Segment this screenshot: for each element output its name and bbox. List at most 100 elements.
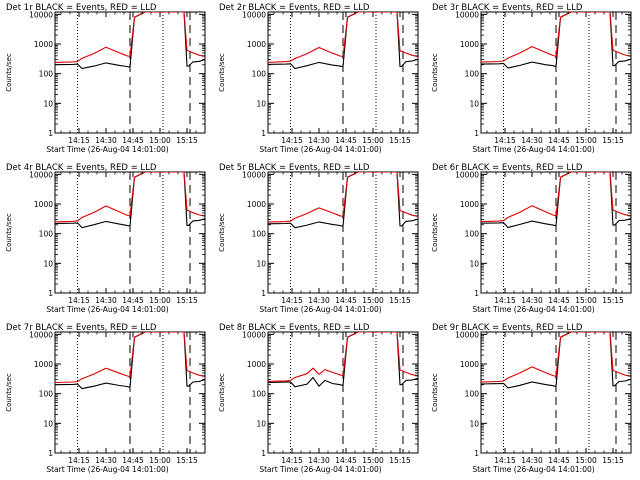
y-tick-label: 1 bbox=[48, 449, 53, 458]
x-tick-label: 15:15 bbox=[389, 456, 411, 465]
detector-panel-8: Det 8r BLACK = Events, RED = LLD Counts/s… bbox=[218, 323, 419, 474]
y-axis-label: Counts/sec bbox=[431, 53, 439, 92]
x-tick-label: 14:45 bbox=[548, 296, 570, 305]
y-tick-label: 1 bbox=[474, 449, 479, 458]
y-tick-label: 10000 bbox=[455, 330, 479, 339]
x-tick-label: 15:15 bbox=[602, 296, 624, 305]
plot-area bbox=[481, 172, 631, 293]
series-line-lld bbox=[55, 332, 205, 384]
x-tick-label: 14:15 bbox=[494, 456, 516, 465]
x-tick-label: 14:45 bbox=[122, 136, 144, 145]
y-tick-label: 10 bbox=[43, 259, 53, 268]
y-tick-label: 1 bbox=[474, 129, 479, 138]
x-tick-label: 15:15 bbox=[389, 296, 411, 305]
x-tick-label: 15:00 bbox=[149, 296, 171, 305]
x-tick-label: 14:45 bbox=[335, 456, 357, 465]
panel-title: Det 4r BLACK = Events, RED = LLD bbox=[6, 163, 157, 173]
y-tick-label: 100 bbox=[39, 390, 54, 399]
panel-title: Det 5r BLACK = Events, RED = LLD bbox=[219, 163, 370, 173]
y-tick-label: 1 bbox=[261, 129, 266, 138]
x-tick-label: 14:15 bbox=[494, 136, 516, 145]
x-tick-label: 15:00 bbox=[575, 296, 597, 305]
y-tick-label: 10 bbox=[256, 259, 266, 268]
y-tick-label: 10 bbox=[256, 419, 266, 428]
y-tick-label: 10 bbox=[43, 419, 53, 428]
plot-area bbox=[268, 12, 418, 133]
y-axis-label: Counts/sec bbox=[5, 213, 13, 252]
x-axis-label: Start Time (26-Aug-04 14:01:00) bbox=[259, 465, 381, 474]
x-tick-label: 14:15 bbox=[281, 296, 303, 305]
x-tick-label: 15:15 bbox=[176, 136, 198, 145]
x-tick-label: 15:00 bbox=[362, 296, 384, 305]
y-axis-label: Counts/sec bbox=[431, 213, 439, 252]
plot-area bbox=[268, 172, 418, 293]
y-tick-label: 1 bbox=[474, 289, 479, 298]
panel-title: Det 8r BLACK = Events, RED = LLD bbox=[219, 323, 370, 333]
plot-area bbox=[481, 332, 631, 453]
x-tick-label: 14:30 bbox=[308, 296, 330, 305]
panel-title: Det 6r BLACK = Events, RED = LLD bbox=[432, 163, 583, 173]
plot-area bbox=[55, 172, 205, 293]
series-line-events bbox=[55, 332, 205, 390]
series-line-events bbox=[268, 12, 418, 70]
x-tick-label: 15:00 bbox=[575, 456, 597, 465]
x-tick-label: 14:30 bbox=[95, 136, 117, 145]
x-tick-label: 15:00 bbox=[149, 136, 171, 145]
detector-panel-9: Det 9r BLACK = Events, RED = LLD Counts/s… bbox=[431, 323, 632, 474]
y-tick-label: 1 bbox=[261, 289, 266, 298]
panel-title: Det 7r BLACK = Events, RED = LLD bbox=[6, 323, 157, 333]
y-axis-label: Counts/sec bbox=[431, 373, 439, 412]
x-tick-label: 14:45 bbox=[122, 296, 144, 305]
x-tick-label: 14:45 bbox=[548, 456, 570, 465]
y-axis-label: Counts/sec bbox=[5, 373, 13, 412]
y-tick-label: 1000 bbox=[247, 200, 266, 209]
x-axis-label: Start Time (26-Aug-04 14:01:00) bbox=[259, 145, 381, 154]
x-axis-label: Start Time (26-Aug-04 14:01:00) bbox=[46, 145, 168, 154]
series-line-lld bbox=[268, 12, 418, 63]
y-tick-label: 1000 bbox=[460, 40, 479, 49]
y-tick-label: 10000 bbox=[455, 10, 479, 19]
panel-title: Det 3r BLACK = Events, RED = LLD bbox=[432, 3, 583, 13]
y-tick-label: 1000 bbox=[34, 360, 53, 369]
x-tick-label: 15:15 bbox=[602, 456, 624, 465]
y-tick-label: 10 bbox=[469, 99, 479, 108]
x-axis-label: Start Time (26-Aug-04 14:01:00) bbox=[472, 145, 594, 154]
y-tick-label: 1000 bbox=[34, 200, 53, 209]
x-axis-label: Start Time (26-Aug-04 14:01:00) bbox=[472, 465, 594, 474]
detector-panel-4: Det 4r BLACK = Events, RED = LLD Counts/s… bbox=[5, 163, 206, 314]
y-axis-label: Counts/sec bbox=[5, 53, 13, 92]
x-tick-label: 14:45 bbox=[335, 136, 357, 145]
y-tick-label: 10000 bbox=[29, 170, 53, 179]
y-tick-label: 1 bbox=[261, 449, 266, 458]
series-line-lld bbox=[268, 172, 418, 223]
y-tick-label: 10 bbox=[256, 99, 266, 108]
x-tick-label: 14:30 bbox=[95, 456, 117, 465]
detector-panel-1: Det 1r BLACK = Events, RED = LLD Counts/s… bbox=[5, 3, 206, 154]
y-tick-label: 100 bbox=[252, 70, 267, 79]
x-tick-label: 14:30 bbox=[308, 136, 330, 145]
y-tick-label: 1000 bbox=[34, 40, 53, 49]
y-tick-label: 100 bbox=[39, 70, 54, 79]
y-tick-label: 10 bbox=[43, 99, 53, 108]
y-tick-label: 10000 bbox=[242, 330, 266, 339]
y-tick-label: 10000 bbox=[29, 330, 53, 339]
x-tick-label: 14:15 bbox=[281, 136, 303, 145]
series-line-events bbox=[481, 12, 631, 69]
x-tick-label: 15:15 bbox=[176, 296, 198, 305]
panel-title: Det 1r BLACK = Events, RED = LLD bbox=[6, 3, 157, 13]
x-tick-label: 14:30 bbox=[521, 136, 543, 145]
y-tick-label: 10000 bbox=[242, 10, 266, 19]
x-tick-label: 14:15 bbox=[494, 296, 516, 305]
y-tick-label: 100 bbox=[252, 230, 267, 239]
y-tick-label: 10000 bbox=[29, 10, 53, 19]
y-axis-label: Counts/sec bbox=[218, 373, 226, 412]
y-tick-label: 1 bbox=[48, 129, 53, 138]
panel-title: Det 9r BLACK = Events, RED = LLD bbox=[432, 323, 583, 333]
series-line-lld bbox=[268, 332, 418, 382]
y-tick-label: 10000 bbox=[242, 170, 266, 179]
x-tick-label: 14:15 bbox=[68, 456, 90, 465]
x-tick-label: 14:15 bbox=[281, 456, 303, 465]
detector-panel-7: Det 7r BLACK = Events, RED = LLD Counts/s… bbox=[5, 323, 206, 474]
x-tick-label: 15:15 bbox=[389, 136, 411, 145]
